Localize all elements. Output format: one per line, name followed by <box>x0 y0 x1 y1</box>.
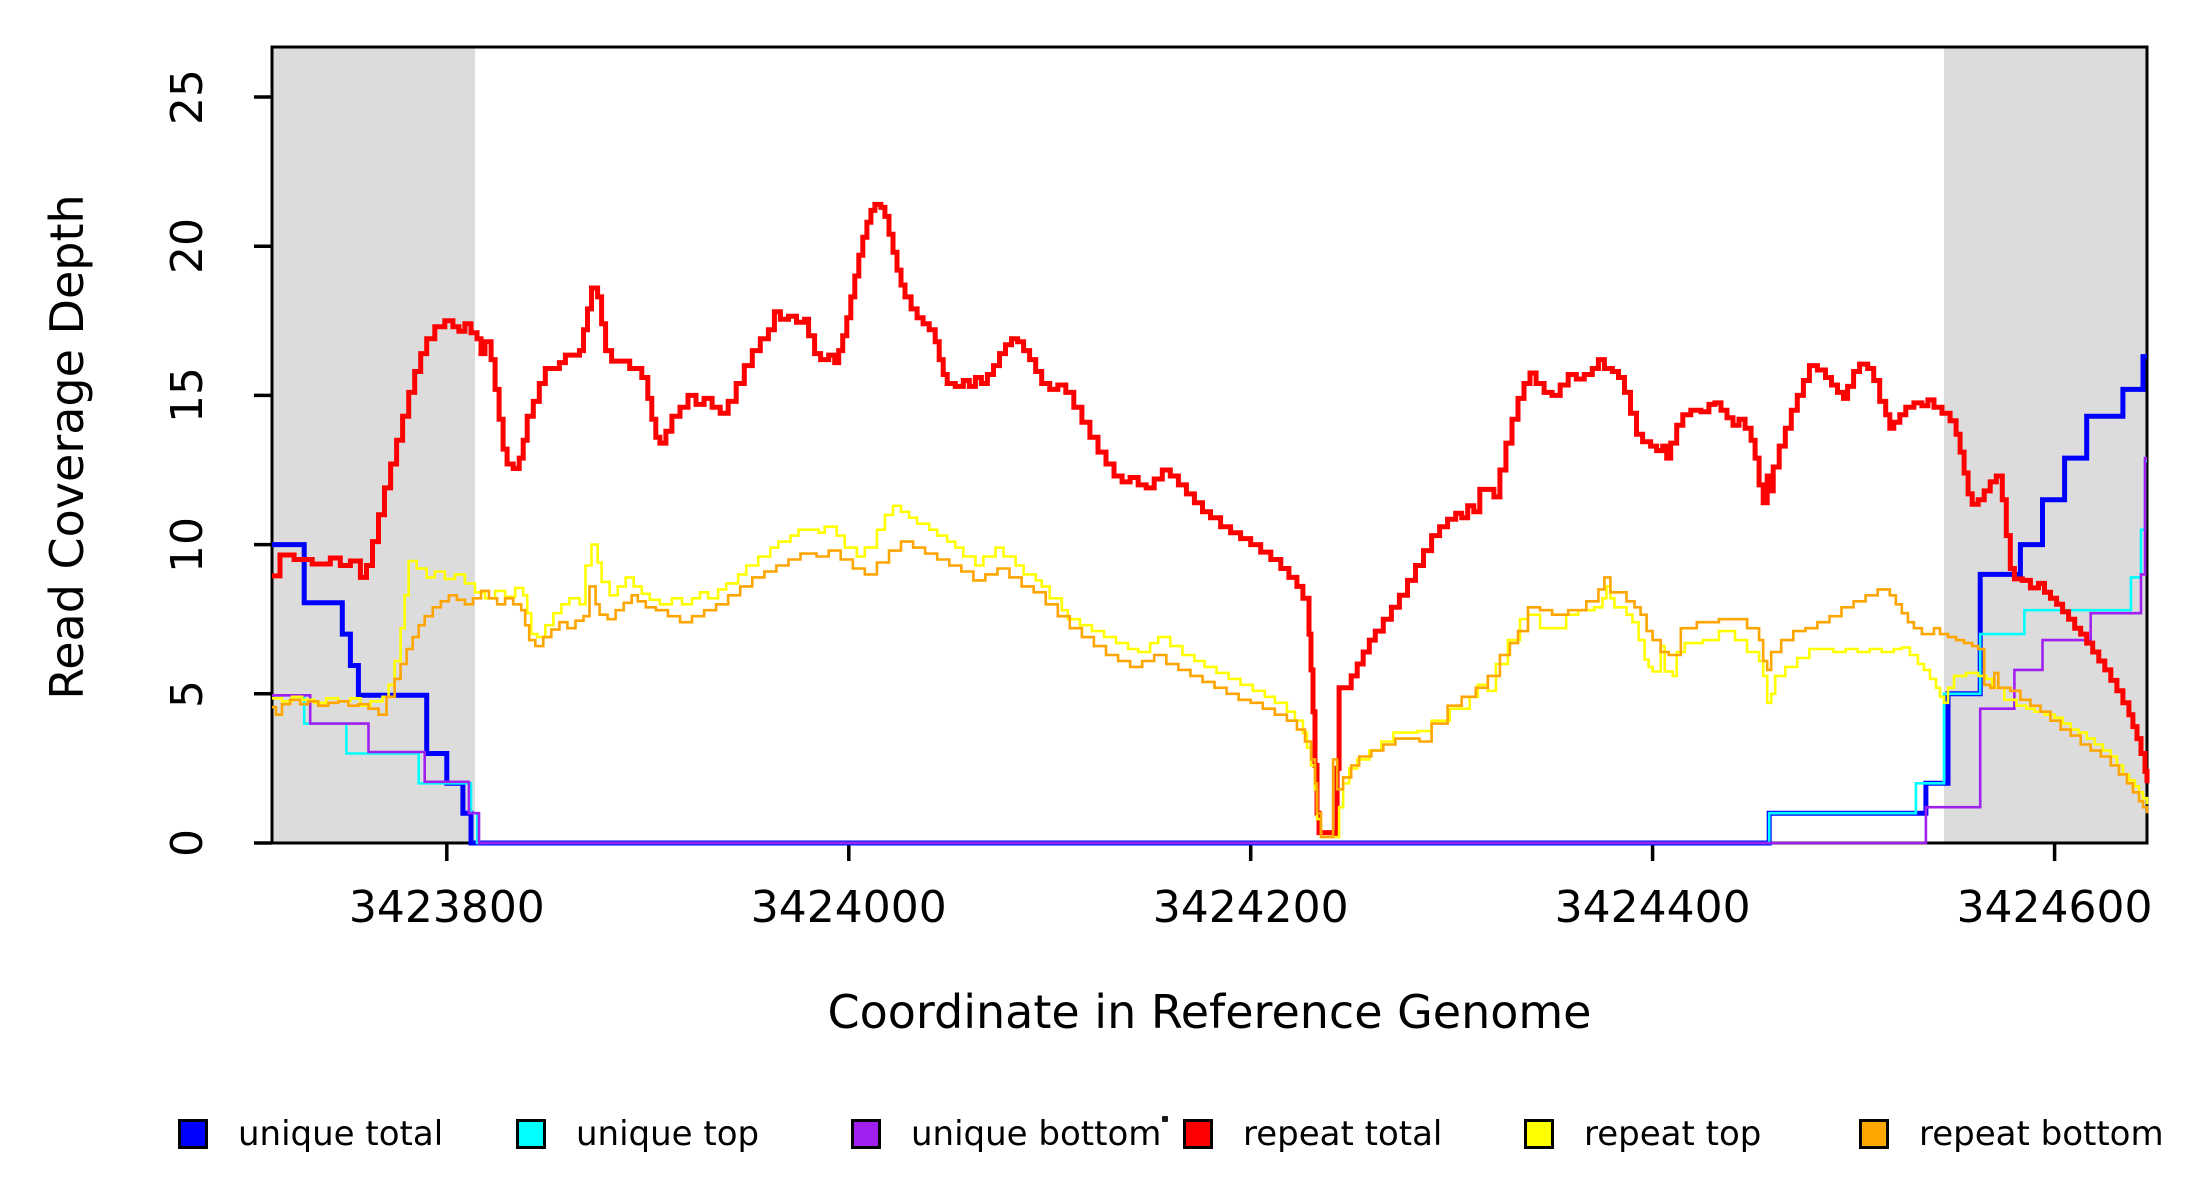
legend-swatch-icon <box>1859 1119 1889 1149</box>
legend-label: repeat bottom <box>1919 1114 2164 1154</box>
legend-item-repeat-bottom: repeat bottom <box>1859 1114 2164 1154</box>
y-axis-title: Read Coverage Depth <box>40 194 94 700</box>
legend-item-repeat-top: repeat top <box>1524 1114 1761 1154</box>
x-tick-label: 3424200 <box>1152 882 1349 933</box>
legend-label: unique top <box>576 1114 760 1154</box>
legend-swatch-icon <box>851 1119 881 1149</box>
plot-box <box>270 45 2149 845</box>
x-tick-label: 3423800 <box>348 882 545 933</box>
legend-item-unique-total: unique total <box>178 1114 443 1154</box>
series-unique-top <box>272 459 2147 845</box>
series-repeat-bottom <box>272 540 2149 839</box>
x-tick-label: 3424400 <box>1554 882 1751 933</box>
legend-swatch-icon <box>1524 1119 1554 1149</box>
series-unique-bottom <box>272 456 2147 845</box>
x-axis-title: Coordinate in Reference Genome <box>827 985 1592 1039</box>
series-repeat-total <box>272 201 2150 837</box>
legend-swatch-icon <box>178 1119 208 1149</box>
legend-label: repeat top <box>1584 1114 1762 1154</box>
legend-label: unique total <box>238 1114 444 1154</box>
shaded-region-0 <box>272 47 475 843</box>
stray-dot <box>1162 1116 1168 1122</box>
legend-item-repeat-total: repeat total <box>1183 1114 1442 1154</box>
legend-swatch-icon <box>516 1119 546 1149</box>
series-repeat-top <box>272 504 2149 839</box>
legend-label: repeat total <box>1243 1114 1443 1154</box>
legend-item-unique-bottom: unique bottom <box>851 1114 1161 1154</box>
shaded-region-1 <box>1944 47 2147 843</box>
y-tick-label: 25 <box>162 69 213 125</box>
x-tick-label: 3424000 <box>750 882 947 933</box>
legend-label: unique bottom <box>911 1114 1162 1154</box>
x-tick-label: 3424600 <box>1956 882 2153 933</box>
legend-swatch-icon <box>1183 1119 1213 1149</box>
legend-item-unique-top: unique top <box>516 1114 759 1154</box>
